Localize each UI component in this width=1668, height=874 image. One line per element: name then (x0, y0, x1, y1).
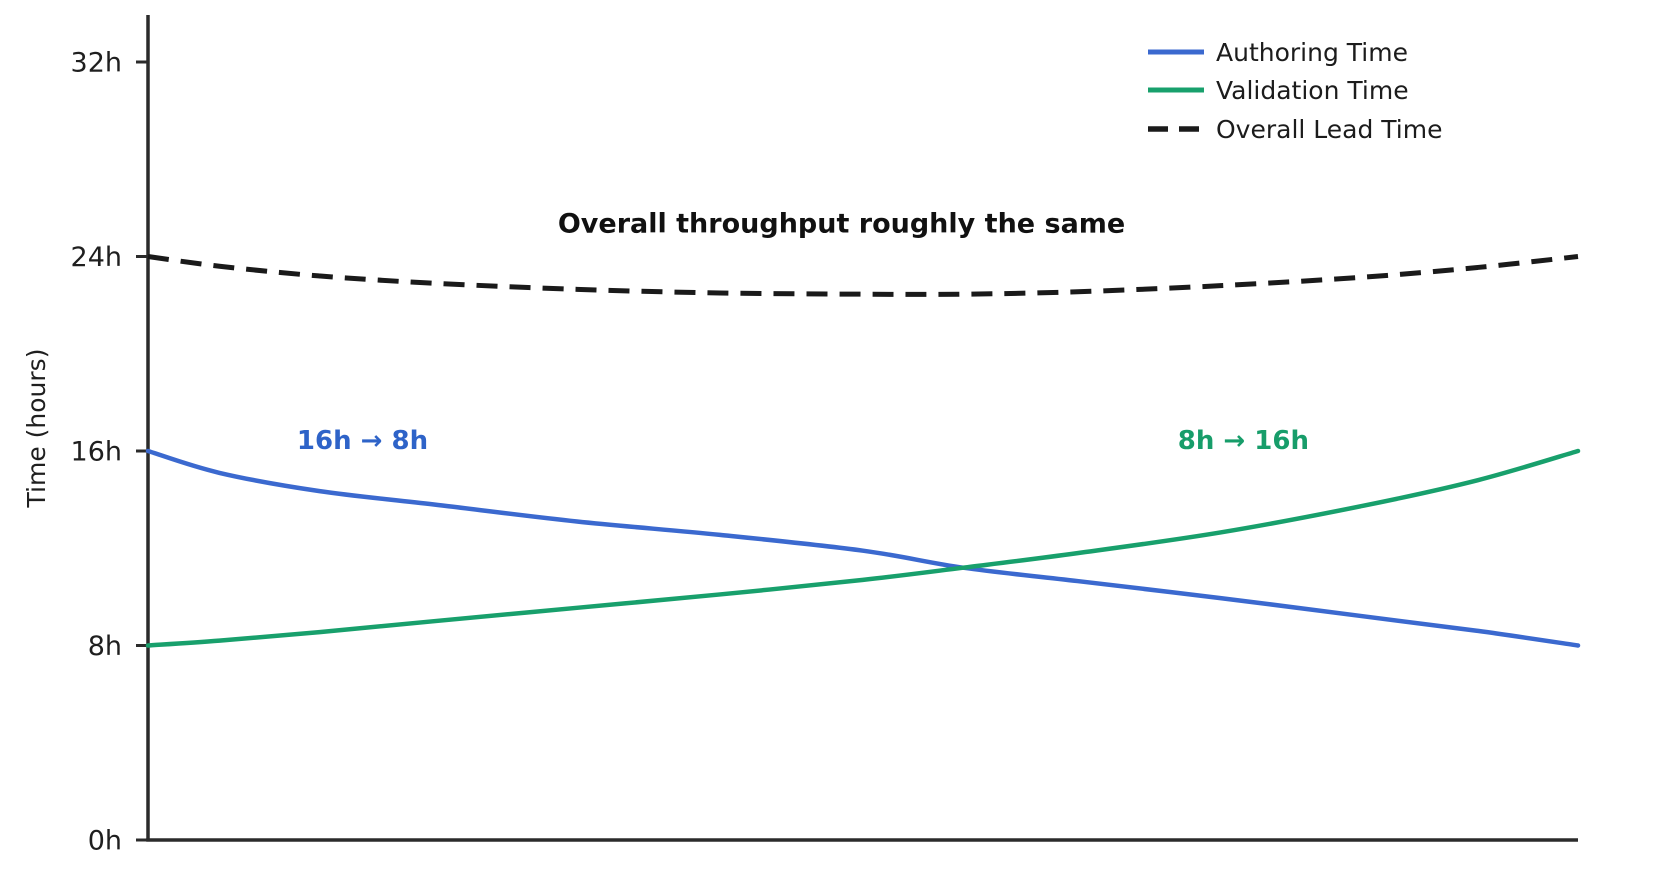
y-tick-label: 8h (88, 631, 122, 662)
validation-legend-label: Validation Time (1216, 76, 1409, 105)
authoring-time-line (145, 448, 1581, 648)
y-tick-label: 0h (88, 826, 122, 857)
legend: Authoring Time Validation Time Overall L… (1148, 38, 1442, 144)
y-axis-title: Time (hours) (22, 349, 51, 509)
authoring-change-annotation: 16h → 8h (297, 426, 428, 456)
overall-lead-time-line (147, 254, 1579, 297)
validation-change-annotation: 8h → 16h (1178, 426, 1309, 456)
y-tick-label: 24h (71, 242, 122, 273)
y-tick-label: 32h (71, 48, 122, 79)
authoring-legend-label: Authoring Time (1216, 38, 1408, 67)
y-tick-label: 16h (71, 437, 122, 468)
overall-lead-legend-label: Overall Lead Time (1216, 115, 1442, 144)
headline-annotation: Overall throughput roughly the same (558, 209, 1125, 240)
y-ticks: 0h 8h 16h 24h 32h (71, 48, 149, 857)
validation-time-line (145, 448, 1581, 648)
